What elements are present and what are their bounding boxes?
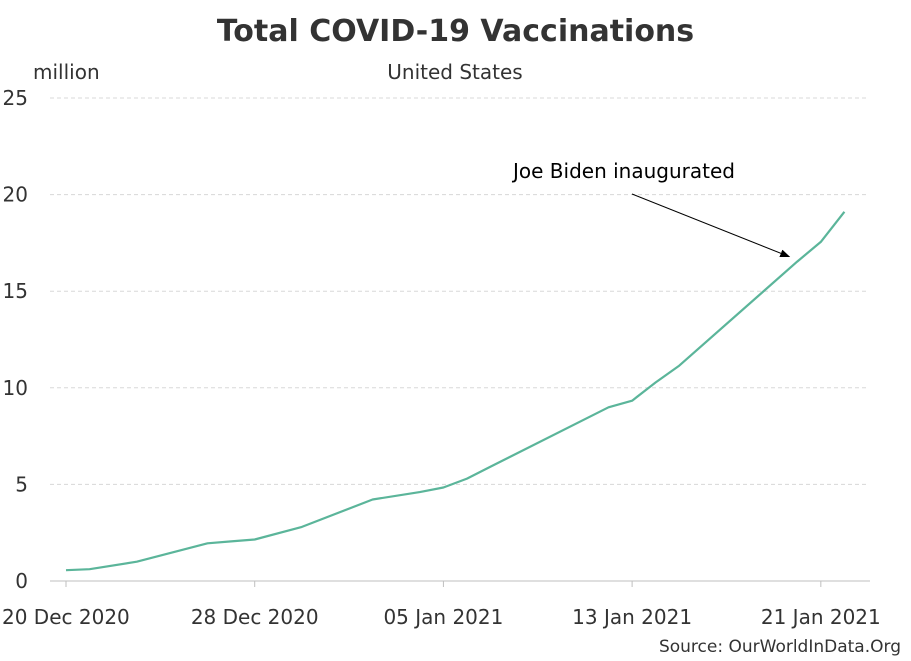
x-tick-label: 20 Dec 2020 [2, 605, 130, 629]
x-axis-labels: 20 Dec 2020 28 Dec 2020 05 Jan 2021 13 Jan … [2, 581, 881, 629]
annotation-arrow [631, 193, 791, 258]
source-credit: Source: OurWorldInData.Org [658, 637, 901, 657]
x-tick-label: 13 Jan 2021 [572, 605, 692, 629]
series-line [65, 211, 846, 572]
y-tick-label: 25 [3, 86, 28, 110]
annotation-label: Joe Biden inaugurated [511, 159, 735, 183]
x-tick-label: 05 Jan 2021 [383, 605, 503, 629]
chart-title: Total COVID-19 Vaccinations [216, 14, 695, 49]
y-axis: 0 5 10 15 20 25 [3, 86, 28, 593]
x-tick-label: 28 Dec 2020 [191, 605, 319, 629]
y-tick-label: 5 [15, 472, 28, 496]
y-tick-label: 10 [3, 376, 28, 400]
x-tick-label: 21 Jan 2021 [761, 605, 881, 629]
chart-subtitle: United States [387, 60, 523, 84]
annotation: Joe Biden inaugurated [511, 159, 791, 258]
y-tick-label: 20 [3, 183, 28, 207]
gridlines [50, 97, 868, 485]
y-tick-label: 0 [15, 569, 28, 593]
series-layer [65, 211, 846, 572]
y-axis-unit-label: million [33, 60, 100, 84]
y-tick-label: 15 [3, 279, 28, 303]
